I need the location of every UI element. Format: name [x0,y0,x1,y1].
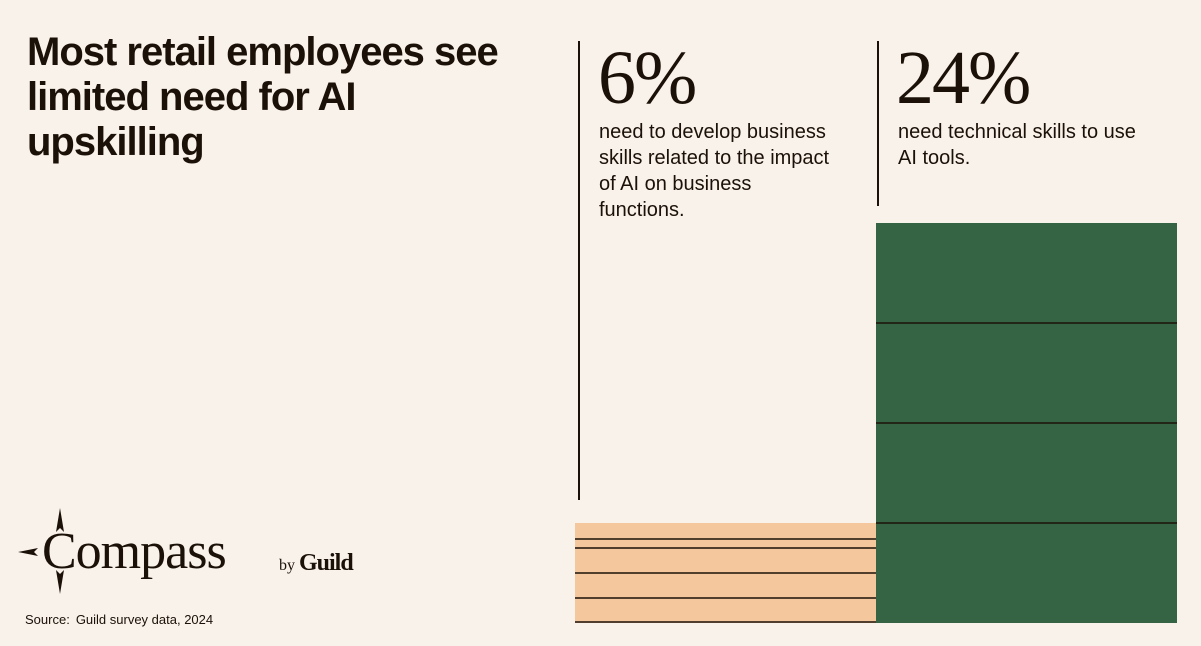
logo-company-name: Guild [299,550,354,576]
chart-title: Most retail employees see limited need f… [27,30,499,164]
stat-value-technical-skills: 24% [896,36,1031,120]
stat-desc-technical-skills: need technical skills to use AI tools. [898,121,1136,169]
logo-wordmark: Compass [42,523,227,580]
source-text: Guild survey data, 2024 [75,612,214,627]
stat-value-business-skills: 6% [598,36,697,120]
source-label: Source: [25,612,70,627]
compass-logo: Compass by Guild [18,508,368,598]
logo-by-text: by [279,557,295,574]
compass-star-icon [18,508,64,594]
stat-divider-line [578,41,580,500]
stat-divider-line [877,41,879,206]
source-note: Source: Guild survey data, 2024 [25,612,213,627]
logo-byline: by Guild [279,550,354,577]
stat-desc-business-skills: need to develop business skills related … [599,121,830,221]
